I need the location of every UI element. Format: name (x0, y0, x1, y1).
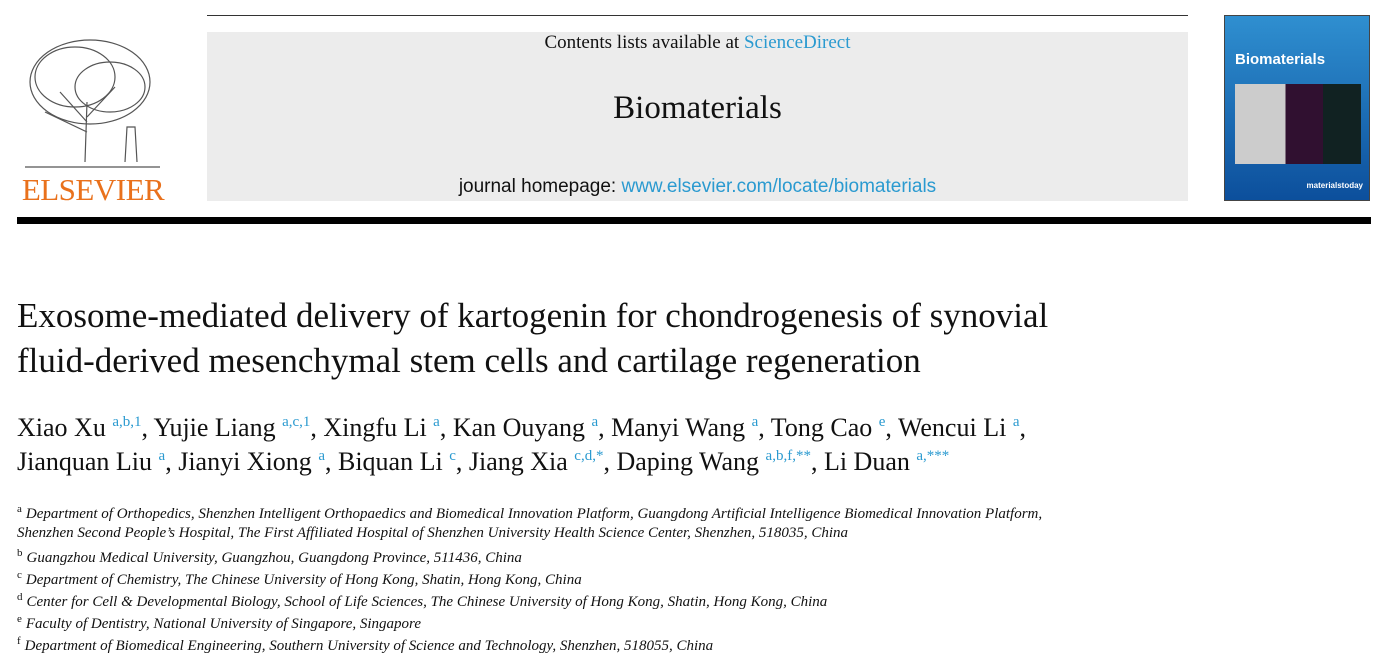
header-box (207, 32, 1188, 201)
author-affil[interactable]: a,b,1 (112, 414, 142, 430)
cover-brand: materialstoday (1306, 181, 1363, 190)
author-name: Xingfu Li (323, 413, 427, 442)
link[interactable]: ScienceDirect (743, 32, 851, 53)
author-name: Li Duan (823, 447, 910, 476)
affil-text: Center for Cell & Developmental Biology,… (26, 594, 828, 610)
journal-cover[interactable]: Biomaterials materialstoday (1224, 15, 1370, 201)
affiliation: e Faculty of Dentistry, National Universi… (17, 613, 421, 633)
author-line: Xiao Xu a,b,1, Yujie Liang a,c,1, Xingfu… (17, 413, 1026, 443)
affiliation: b Guangzhou Medical University, Guangzhou… (17, 547, 522, 567)
author-name: Xiao Xu (17, 413, 106, 442)
author-name: Daping Wang (616, 447, 760, 476)
punct: , (165, 447, 172, 476)
punct: , (324, 447, 332, 476)
affil-text: Guangzhou Medical University, Guangzhou,… (26, 550, 522, 566)
punct: , (1019, 413, 1026, 442)
author-name: Yujie Liang (153, 413, 276, 442)
punct: , (810, 447, 818, 476)
affiliation: Shenzhen Second People’s Hospital, The F… (17, 525, 848, 542)
cover-title: Biomaterials (1235, 51, 1326, 68)
author-affil[interactable]: a (591, 414, 599, 430)
author-name: Jiang Xia (468, 447, 568, 476)
affil-mark: e (17, 613, 22, 625)
author-affil[interactable]: e (878, 414, 886, 430)
affiliation: f Department of Biomedical Engineering, S… (17, 635, 713, 655)
publisher-logo (25, 39, 160, 168)
affil-text: Department of Chemistry, The Chinese Uni… (25, 572, 582, 588)
rule (17, 217, 1371, 224)
affil-mark: a (17, 503, 22, 515)
author-affil[interactable]: a (433, 414, 440, 430)
affiliation: c Department of Chemistry, The Chinese Un… (17, 569, 582, 589)
rule (207, 15, 1188, 16)
punct: , (455, 447, 463, 476)
affiliation: a Department of Orthopedics, Shenzhen Int… (17, 503, 1042, 523)
link[interactable]: www.elsevier.com/locate/biomaterials (621, 176, 937, 197)
author-name: Kan Ouyang (452, 413, 585, 442)
contents-line: Contents lists available at ScienceDirec… (207, 32, 1188, 54)
author-affil[interactable]: a (318, 448, 325, 464)
publisher-name: ELSEVIER (21, 172, 165, 207)
affil-mark: d (17, 591, 23, 603)
affil-text: Department of Orthopedics, Shenzhen Inte… (25, 506, 1043, 522)
affil-text: Shenzhen Second People’s Hospital, The F… (17, 525, 848, 541)
punct: , (439, 413, 447, 442)
author-line: Jianquan Liu a, Jianyi Xiong a, Biquan L… (17, 447, 949, 477)
journal-name: Biomaterials (613, 90, 782, 126)
author-affil[interactable]: a (158, 448, 166, 464)
punct: , (758, 413, 765, 442)
punct: , (141, 413, 149, 442)
author-affil[interactable]: a (1012, 414, 1020, 430)
affiliation: d Center for Cell & Developmental Biology… (17, 591, 827, 611)
author-affil[interactable]: c (449, 448, 456, 464)
author-affil[interactable]: a,c,1 (282, 414, 311, 430)
author-affil[interactable]: a,b,f,** (765, 448, 811, 464)
affil-text: Faculty of Dentistry, National Universit… (25, 616, 421, 632)
affil-mark: c (17, 569, 22, 581)
author-name: Manyi Wang (611, 413, 746, 442)
title-line: Exosome-mediated delivery of kartogenin … (17, 296, 1049, 335)
homepage-line: journal homepage: www.elsevier.com/locat… (207, 176, 1188, 198)
affil-mark: b (17, 547, 23, 559)
author-name: Wencui Li (897, 413, 1007, 442)
punct: , (885, 413, 892, 442)
author-name: Jianyi Xiong (178, 447, 312, 476)
cover-art (1235, 84, 1361, 164)
punct: , (310, 413, 317, 442)
title-line: fluid-derived mesenchymal stem cells and… (17, 341, 921, 380)
affil-text: Department of Biomedical Engineering, So… (24, 638, 714, 654)
author-affil[interactable]: a (751, 414, 759, 430)
text: Contents lists available at (544, 32, 740, 53)
punct: , (603, 447, 610, 476)
author-name: Tong Cao (770, 413, 873, 442)
author-affil[interactable]: a,*** (916, 448, 950, 464)
author-name: Biquan Li (337, 447, 443, 476)
punct: , (598, 413, 605, 442)
affil-mark: f (17, 635, 21, 647)
author-name: Jianquan Liu (17, 447, 153, 476)
author-affil[interactable]: c,d,* (574, 448, 604, 464)
text: journal homepage: (458, 176, 617, 197)
